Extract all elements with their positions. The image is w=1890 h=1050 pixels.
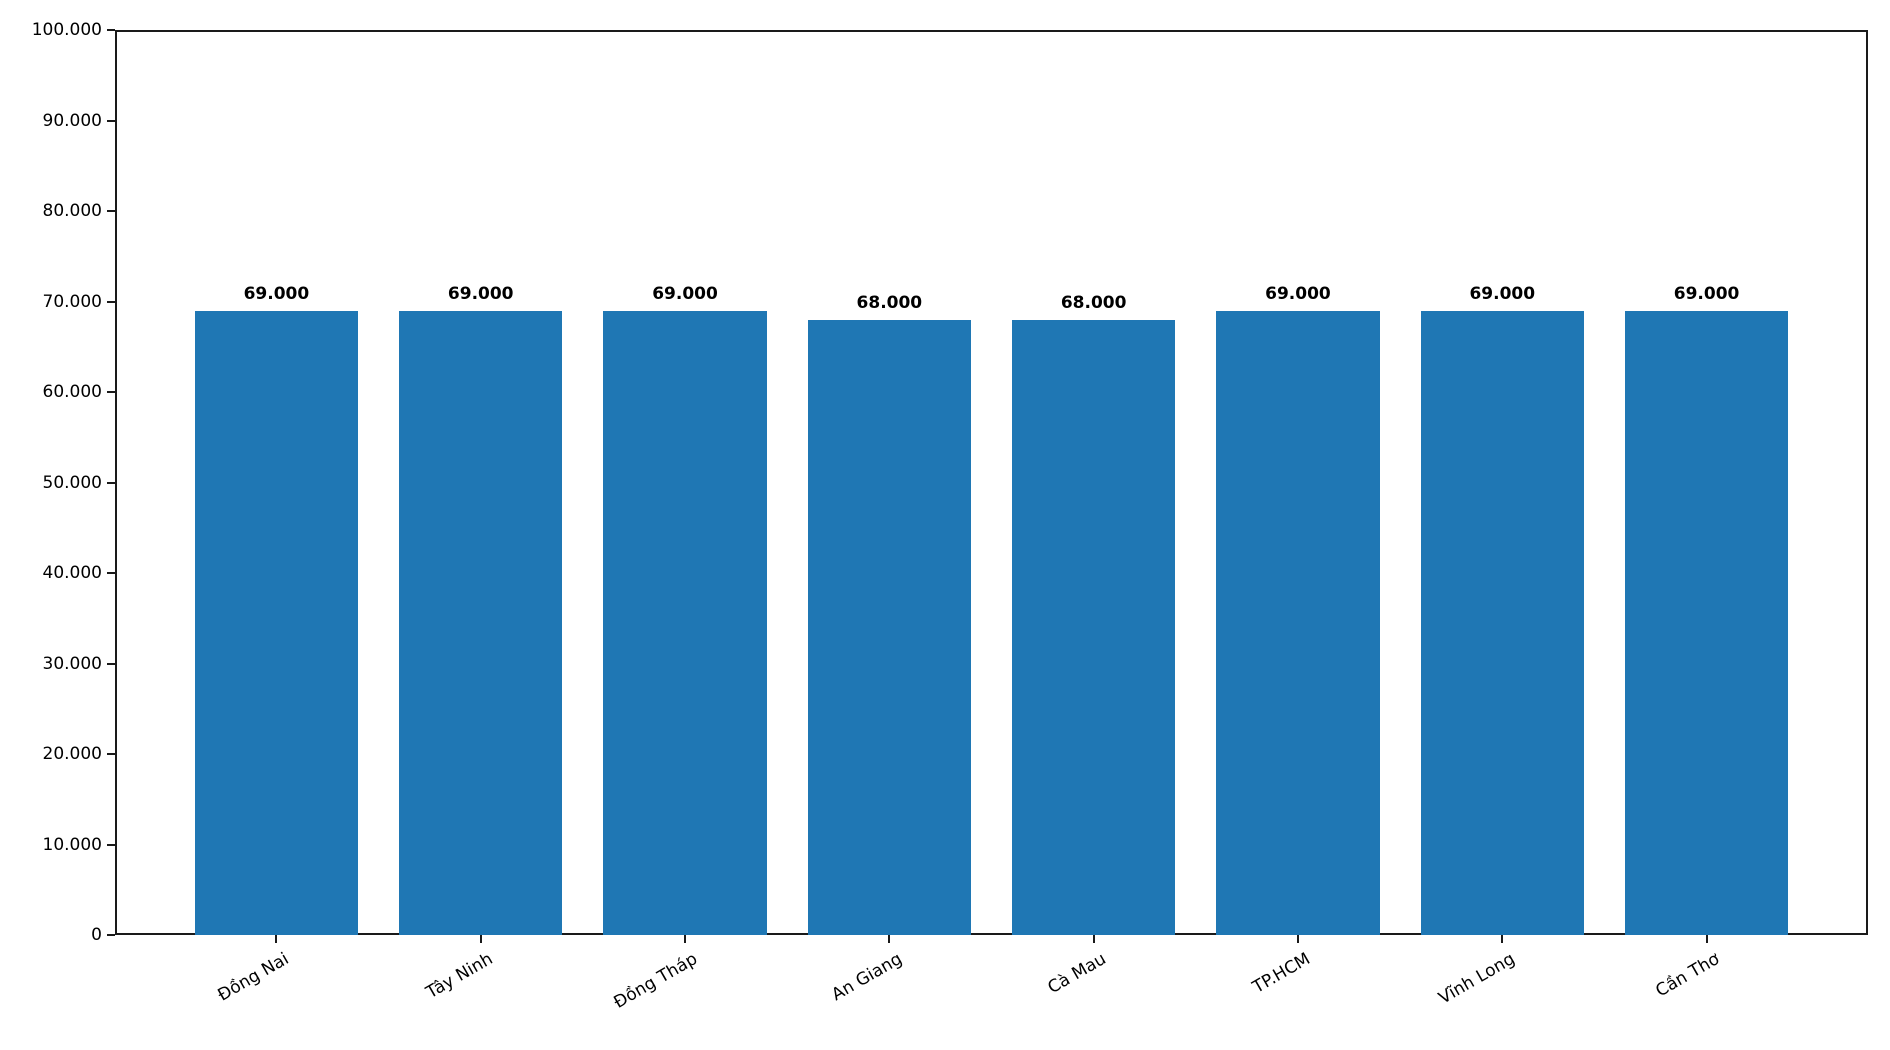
bar-value-label: 69.000 bbox=[1673, 283, 1740, 304]
bar bbox=[194, 310, 359, 935]
y-tick-label: 90.000 bbox=[42, 110, 102, 131]
bar bbox=[1624, 310, 1789, 935]
y-tick bbox=[107, 934, 115, 936]
y-tick-label: 60.000 bbox=[42, 382, 102, 402]
x-tick bbox=[479, 935, 482, 943]
x-tick-label: An Giang bbox=[828, 949, 906, 1006]
y-tick bbox=[107, 210, 115, 212]
y-tick-label: 100.000 bbox=[31, 20, 102, 40]
bar-value-label: 68.000 bbox=[1060, 292, 1127, 313]
y-tick bbox=[107, 391, 115, 393]
x-tick bbox=[275, 935, 278, 943]
y-tick bbox=[107, 481, 115, 484]
y-tick bbox=[107, 753, 115, 755]
y-tick-label: 40.000 bbox=[42, 563, 102, 583]
x-tick-label: Vĩnh Long bbox=[1435, 949, 1519, 1009]
y-tick bbox=[107, 572, 115, 574]
bar-value-label: 69.000 bbox=[652, 283, 718, 304]
y-tick-label: 50.000 bbox=[42, 472, 102, 493]
x-tick bbox=[1705, 935, 1708, 943]
y-tick bbox=[107, 843, 115, 846]
x-tick bbox=[888, 935, 891, 943]
x-tick-label: Cà Mau bbox=[1044, 949, 1110, 999]
bar-value-label: 69.000 bbox=[1469, 283, 1536, 304]
x-tick-label: Cần Thơ bbox=[1651, 949, 1723, 1002]
x-tick bbox=[1092, 935, 1095, 943]
bar bbox=[1011, 319, 1176, 935]
x-tick-label: Đồng Tháp bbox=[610, 949, 702, 1013]
x-tick bbox=[684, 935, 687, 943]
bar bbox=[603, 310, 767, 935]
y-tick bbox=[107, 300, 115, 303]
x-tick-label: Tây Ninh bbox=[423, 949, 497, 1003]
bar-value-label: 69.000 bbox=[243, 283, 310, 304]
bar-value-label: 68.000 bbox=[856, 292, 923, 313]
y-tick-label: 10.000 bbox=[42, 834, 102, 855]
y-tick-label: 20.000 bbox=[42, 744, 102, 764]
bar bbox=[398, 310, 563, 935]
y-tick-label: 0 bbox=[91, 925, 102, 945]
y-tick bbox=[107, 119, 115, 122]
x-tick-label: TP.HCM bbox=[1249, 949, 1314, 998]
y-tick-label: 80.000 bbox=[42, 201, 102, 221]
y-tick bbox=[107, 662, 115, 665]
plot-area bbox=[115, 30, 1868, 935]
x-tick-label: Đồng Nai bbox=[214, 949, 293, 1006]
bar bbox=[1216, 310, 1380, 935]
bar bbox=[1420, 310, 1584, 935]
x-tick bbox=[1501, 935, 1504, 943]
y-tick bbox=[107, 29, 115, 31]
y-tick-label: 70.000 bbox=[42, 291, 102, 312]
x-tick bbox=[1296, 935, 1299, 943]
bar-value-label: 69.000 bbox=[447, 283, 514, 304]
bar bbox=[807, 319, 972, 935]
bar-value-label: 69.000 bbox=[1265, 283, 1331, 304]
y-tick-label: 30.000 bbox=[42, 653, 102, 674]
